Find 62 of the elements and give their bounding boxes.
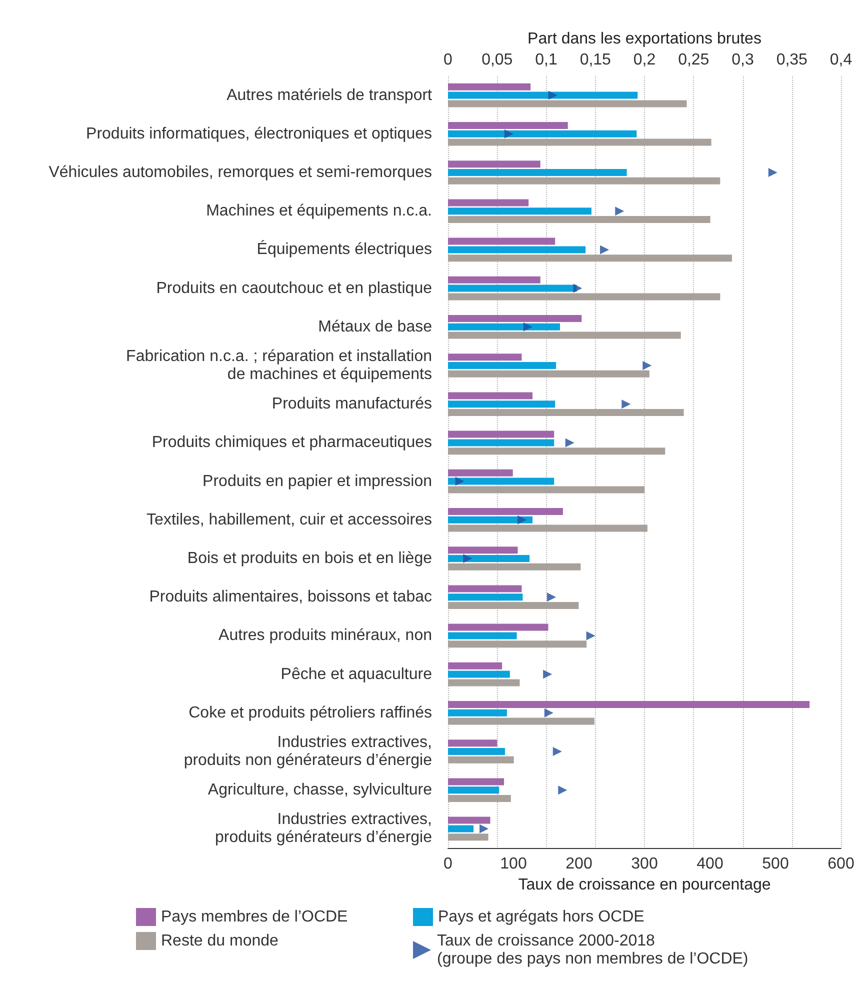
x2-tick-label: 0,35: [776, 52, 808, 68]
legend-label: Reste du monde: [161, 932, 279, 950]
x2-tick-label: 0,1: [535, 52, 558, 68]
x-tick-label: 100: [500, 856, 527, 872]
x-axis-title: Taux de croissance en pourcentage: [518, 876, 771, 894]
x-tick-label: 500: [762, 856, 789, 872]
x2-tick-label: 0,05: [482, 52, 513, 68]
y-tick-label: Équipements électriques: [256, 240, 432, 258]
x-tick-label: 300: [631, 856, 658, 872]
y-tick-label: Coke et produits pétroliers raffinés: [188, 704, 432, 722]
y-tick-label: Produits alimentaires, boissons et tabac: [149, 588, 432, 606]
y-tick-label: Véhicules automobiles, remorques et semi-remorques: [48, 164, 432, 181]
x-tick-label: 400: [696, 856, 724, 872]
y-tick-label: Machines et équipements n.c.a.: [206, 202, 432, 220]
y-tick-label: Industries extractives, produits non générateurs d’énergie: [184, 734, 432, 769]
point: [546, 592, 556, 602]
y-tick-label: Fabrication n.c.a. ; réparation et installation de machines et équipements: [126, 348, 432, 383]
point: [455, 476, 464, 486]
point: [573, 284, 582, 293]
y-tick-label: Pêche et aquaculture: [280, 666, 432, 683]
point: [768, 168, 778, 177]
point: [600, 245, 610, 254]
point: [463, 554, 472, 563]
x2-tick-label: 0,2: [633, 52, 656, 68]
point: [565, 438, 574, 448]
x2-tick-label: 0,4: [830, 52, 852, 68]
y-tick-label: Bois et produits en bois et en liège: [187, 550, 432, 567]
point: [552, 747, 562, 756]
y-tick-label: Produits en caoutchouc et en plastique: [156, 280, 432, 297]
y-tick-label: Produits informatiques, électroniques et optiques: [86, 125, 432, 142]
point: [504, 129, 514, 138]
x-tick-label: 0: [444, 856, 453, 872]
point: [615, 206, 624, 216]
point: [622, 400, 631, 409]
y-tick-label: Autres produits minéraux, non: [218, 627, 432, 644]
legend-label: Taux de croissance 2000-2018 (groupe des pays non membres de l’OCDE): [437, 932, 748, 968]
point: [642, 361, 652, 370]
legend-label: Pays membres de l’OCDE: [161, 908, 348, 926]
x2-tick-label: 0: [444, 52, 453, 68]
y-tick-label: Industries extractives, produits générateurs d’énergie: [214, 811, 432, 846]
x-tick-label: 200: [566, 856, 592, 872]
point: [518, 515, 527, 524]
x2-tick-label: 0,3: [732, 52, 754, 68]
point: [548, 90, 558, 100]
point: [480, 824, 489, 834]
point: [558, 786, 568, 795]
y-tick-label: Autres matériels de transport: [226, 86, 433, 104]
y-tick-label: Produits manufacturés: [272, 396, 432, 413]
x2-tick-label: 0,25: [678, 52, 710, 68]
y-tick-label: Produits chimiques et pharmaceutiques: [152, 434, 432, 452]
point: [523, 322, 532, 332]
y-tick-label: Produits en papier et impression: [202, 472, 432, 490]
y-tick-label: Métaux de base: [318, 318, 432, 336]
x-tick-label: 600: [828, 856, 854, 872]
y-tick-label: Agriculture, chasse, sylviculture: [208, 782, 432, 799]
y-tick-label: Textiles, habillement, cuir et accessoires: [146, 511, 432, 528]
point: [544, 708, 554, 718]
x2-axis-title: Part dans les exportations brutes: [528, 30, 762, 48]
legend-label: Pays et agrégats hors OCDE: [438, 908, 644, 926]
point: [543, 670, 552, 679]
point: [586, 631, 596, 640]
x2-tick-label: 0,15: [580, 52, 612, 68]
